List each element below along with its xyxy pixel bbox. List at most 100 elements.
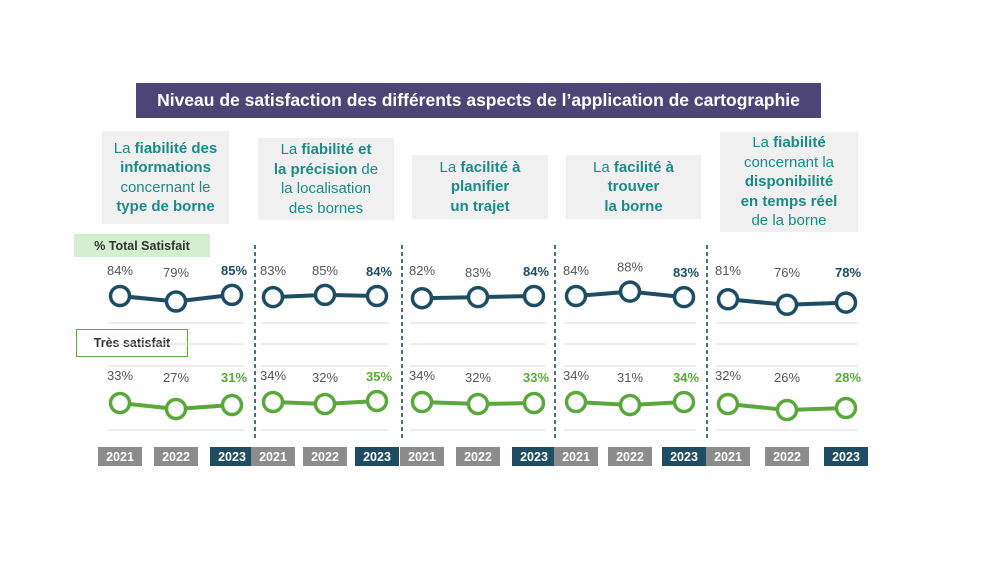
total-data-label: 76%: [774, 265, 800, 280]
tres-data-label: 32%: [312, 370, 338, 385]
category-text: la localisation: [280, 180, 372, 197]
category-line: concernant le: [120, 178, 210, 198]
total-data-label: 83%: [673, 265, 699, 280]
total-point: [775, 293, 799, 317]
tres-data-label: 32%: [715, 368, 741, 383]
total-point: [564, 284, 588, 308]
category-line: type de borne: [116, 197, 214, 217]
category-text: de la borne: [751, 212, 827, 230]
total-satisfait-label: % Total Satisfait: [74, 234, 210, 257]
tres-point: [672, 390, 696, 414]
category-text: fiabilité des: [134, 139, 218, 157]
tres-point: [564, 390, 588, 414]
category-text: disponibilité: [744, 173, 834, 191]
total-data-label: 88%: [617, 260, 643, 275]
tres-data-label: 34%: [563, 368, 589, 383]
category-line: de la borne: [751, 211, 826, 231]
tres-point: [313, 392, 337, 416]
tres-data-label: 33%: [107, 368, 133, 383]
year-tick-label: 2021: [251, 447, 295, 466]
category-text: concernant le: [120, 178, 211, 196]
tres-point: [220, 393, 244, 417]
year-tick-label: 2023: [824, 447, 868, 466]
year-tick-label: 2022: [456, 447, 500, 466]
category-line: la borne: [604, 197, 662, 217]
total-data-label: 84%: [366, 264, 392, 279]
category-text: La: [593, 158, 614, 176]
total-point: [716, 288, 740, 311]
category-text: La: [752, 134, 774, 152]
total-point: [108, 284, 132, 308]
total-data-label: 84%: [563, 263, 589, 278]
total-point: [220, 283, 244, 307]
tres-satisfait-label: Très satisfait: [76, 329, 188, 357]
total-data-label: 83%: [260, 263, 286, 278]
total-point: [672, 285, 696, 309]
category-text: La: [113, 139, 135, 157]
tres-point: [261, 390, 285, 414]
category-line: disponibilité: [745, 172, 833, 192]
category-line: planifier: [451, 177, 509, 197]
category-text: La: [280, 141, 302, 158]
year-tick-label: 2022: [154, 447, 198, 466]
category-line: La fiabilité: [752, 133, 825, 153]
category-text: facilité à: [613, 158, 674, 176]
category-line: en temps réel: [741, 192, 838, 212]
category-line: La facilité à: [593, 158, 674, 178]
tres-data-label: 33%: [523, 370, 549, 385]
category-text: en temps réel: [740, 192, 838, 210]
total-data-label: 83%: [465, 265, 491, 280]
tres-data-label: 34%: [673, 370, 699, 385]
tres-data-label: 32%: [465, 370, 491, 385]
tres-data-label: 31%: [221, 370, 247, 385]
category-line: la localisation: [281, 179, 371, 199]
total-point: [522, 284, 546, 308]
total-point: [466, 285, 490, 309]
total-point: [261, 285, 285, 309]
year-tick-label: 2022: [765, 447, 809, 466]
category-box-5: La fiabilité concernant la disponibilité en…: [720, 132, 858, 232]
category-line: des bornes: [289, 199, 363, 219]
tres-data-label: 28%: [835, 370, 861, 385]
category-text: la borne: [604, 197, 663, 215]
category-box-2: La fiabilité et la précision de la localis…: [258, 138, 394, 220]
year-tick-label: 2023: [512, 447, 556, 466]
year-tick-label: 2023: [210, 447, 254, 466]
total-data-label: 85%: [221, 263, 247, 278]
chart-title: Niveau de satisfaction des différents as…: [136, 83, 821, 118]
year-tick-label: 2021: [554, 447, 598, 466]
category-text: concernant la: [743, 153, 835, 171]
category-text: de: [357, 160, 379, 178]
category-text: trouver: [607, 178, 660, 196]
total-data-label: 84%: [523, 264, 549, 279]
tres-point: [164, 397, 188, 421]
tres-point: [108, 391, 132, 415]
total-point: [834, 291, 858, 314]
tres-point: [775, 398, 799, 422]
category-line: un trajet: [450, 197, 509, 217]
tres-point: [834, 396, 858, 420]
category-box-4: La facilité à trouver la borne: [566, 155, 701, 219]
category-text: informations: [120, 159, 211, 176]
year-tick-label: 2021: [98, 447, 142, 466]
year-tick-label: 2023: [662, 447, 706, 466]
total-data-label: 84%: [107, 263, 133, 278]
year-tick-label: 2023: [355, 447, 399, 466]
tres-data-label: 26%: [774, 370, 800, 385]
tres-data-label: 27%: [163, 370, 189, 385]
category-line: La fiabilité des: [114, 139, 217, 159]
year-tick-label: 2021: [400, 447, 444, 466]
total-point: [164, 290, 188, 313]
tres-point: [466, 392, 490, 416]
tres-data-label: 31%: [617, 370, 643, 385]
category-line: informations: [120, 158, 211, 178]
tres-point: [410, 390, 434, 414]
total-point: [365, 284, 389, 308]
category-text: La: [439, 158, 461, 176]
category-text: type de borne: [116, 198, 215, 215]
tres-point: [618, 393, 642, 417]
category-text: des bornes: [288, 199, 364, 217]
category-line: La fiabilité et: [281, 140, 372, 160]
category-text: planifier: [450, 178, 510, 196]
total-point: [410, 286, 434, 310]
